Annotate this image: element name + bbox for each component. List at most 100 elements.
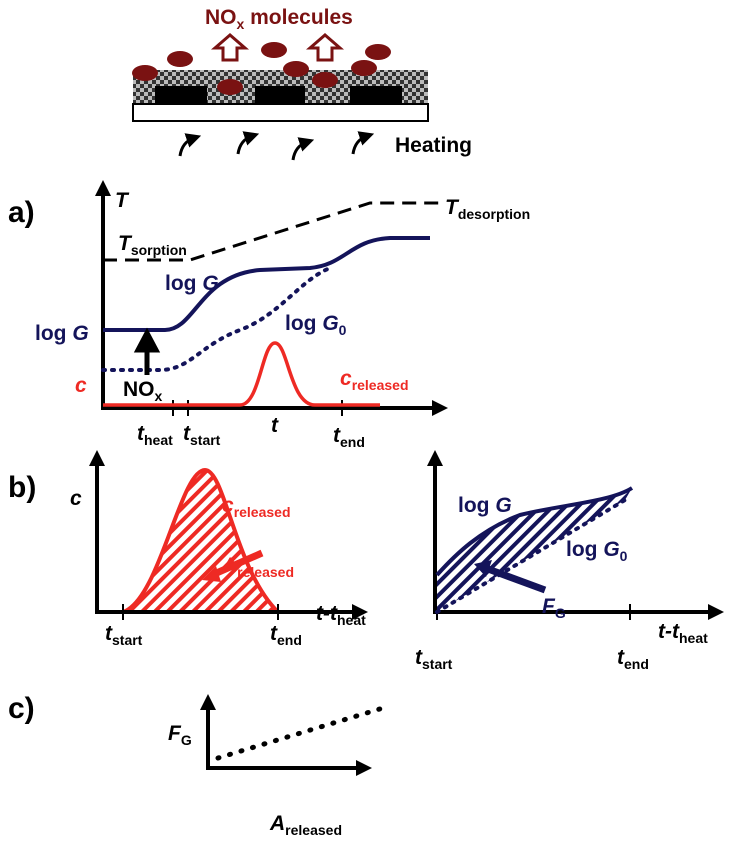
shape — [351, 60, 377, 76]
tick-label: tstart — [183, 422, 221, 448]
text-run: heat — [337, 612, 366, 628]
shape — [283, 61, 309, 77]
text-run: sorption — [131, 242, 187, 258]
tick-label: tstart — [415, 646, 453, 672]
axis-label: c — [75, 374, 87, 397]
log-g0-curve — [101, 266, 332, 372]
axes — [95, 462, 712, 614]
axis-label: Areleased — [269, 812, 342, 838]
log-g0-curve — [435, 498, 627, 614]
electrode — [255, 86, 305, 105]
electrode — [350, 86, 402, 105]
heating-label: Heating — [395, 134, 472, 157]
text-run: released — [237, 564, 294, 580]
tick-label: tend — [270, 622, 302, 648]
text-run: heat — [679, 630, 708, 646]
text-run: F — [542, 595, 556, 618]
released-area — [122, 467, 283, 614]
text-run: G — [495, 494, 511, 517]
label: Areleased — [221, 554, 294, 580]
text-run: G — [72, 322, 88, 345]
heat-arrows — [178, 131, 375, 161]
log-g-curve — [103, 236, 430, 332]
axis-label: t-theat — [316, 602, 366, 628]
shape — [312, 72, 338, 88]
tick-label: theat — [137, 422, 173, 448]
temperature-line — [103, 201, 440, 262]
shape — [217, 79, 243, 95]
text-run: t — [105, 622, 113, 645]
shape — [365, 44, 391, 60]
shape — [167, 51, 193, 67]
panel-c: c) FG Areleased — [8, 692, 386, 838]
sensor-illustration: NOx molecules Heating — [132, 6, 472, 161]
text-run: T — [118, 232, 133, 255]
panel-label: c) — [8, 692, 35, 725]
title: NOx molecules — [205, 6, 353, 32]
substrate — [132, 103, 429, 122]
label: creleased — [340, 367, 409, 393]
electrode — [155, 86, 207, 105]
shape — [132, 65, 158, 81]
area-arrowhead — [202, 566, 221, 582]
text-run: t — [617, 646, 625, 669]
text-run: G — [555, 605, 566, 621]
label: log G — [458, 494, 512, 517]
text-run: t-t — [316, 602, 338, 625]
text-run: t — [415, 646, 423, 669]
text-run: A — [269, 812, 285, 835]
tick-label: tend — [617, 646, 649, 672]
axis-label: c — [70, 487, 82, 510]
text-run: molecules — [244, 6, 353, 29]
text-run: c — [222, 494, 234, 517]
text-run: log — [285, 312, 322, 335]
text-run: G — [181, 732, 192, 748]
area-arrow — [210, 549, 264, 579]
shape — [351, 131, 375, 155]
correlation-line — [215, 705, 386, 761]
axes — [101, 192, 436, 410]
label: Tsorption — [118, 232, 187, 258]
panel-b: b) c creleased Areleased tstart tend t-t… — [8, 450, 724, 672]
tick-label: tstart — [105, 622, 143, 648]
up-arrow — [305, 33, 345, 62]
label: log G — [165, 272, 219, 295]
text-run: t — [137, 422, 145, 445]
axis-label: FG — [168, 722, 192, 748]
text-run: t — [270, 622, 278, 645]
nox-arrow — [133, 327, 161, 375]
shape — [178, 133, 202, 157]
text-run: log — [165, 272, 202, 295]
tick-label: t — [271, 414, 279, 437]
up-arrow — [210, 33, 250, 62]
text-run: G — [603, 538, 619, 561]
text-run: G — [322, 312, 338, 335]
text-run: NO — [123, 378, 155, 401]
text-run: x — [155, 388, 163, 404]
fg-area — [437, 488, 632, 612]
panel-a: a) T Tsorption Tdesorption log G log G l… — [8, 180, 530, 450]
text-run: 0 — [620, 548, 628, 564]
shape — [236, 131, 260, 155]
label: creleased — [222, 494, 291, 520]
text-run: t — [333, 424, 341, 447]
text-run: released — [352, 377, 409, 393]
text-run: end — [277, 632, 302, 648]
text-run: x — [237, 16, 245, 32]
text-run: F — [168, 722, 182, 745]
shape — [261, 42, 287, 58]
panel-label: b) — [8, 471, 36, 504]
text-run: end — [624, 656, 649, 672]
text-run: start — [112, 632, 143, 648]
molecules — [132, 42, 391, 95]
text-run: start — [190, 432, 221, 448]
text-run: t-t — [658, 620, 680, 643]
text-run: NO — [205, 6, 237, 29]
label: FG — [542, 595, 566, 621]
text-run: G — [202, 272, 218, 295]
text-run: c — [340, 367, 352, 390]
label: Tdesorption — [445, 196, 530, 222]
text-run: A — [221, 554, 237, 577]
text-run: log — [458, 494, 495, 517]
concentration-curve — [103, 341, 380, 407]
